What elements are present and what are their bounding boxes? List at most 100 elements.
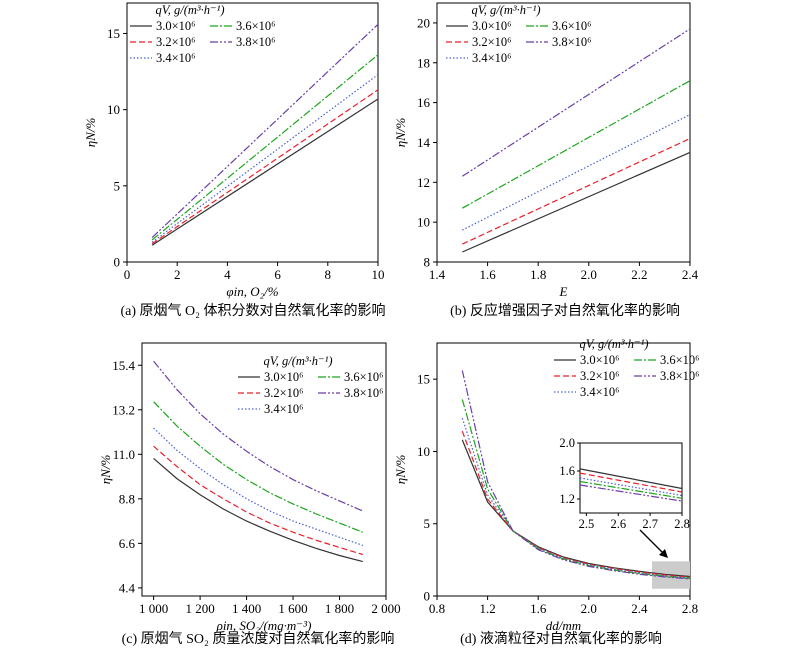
- inset-x-tick-label: 2.6: [610, 517, 626, 531]
- inset-y-tick-label: 1.6: [559, 464, 575, 478]
- y-tick-label-d: 15: [417, 372, 430, 387]
- y-tick-label-b: 14: [417, 135, 431, 150]
- legend-a: qV, g/(m³·h⁻¹) 3.0×10⁶ 3.6×10⁶ 3.2×10⁶ 3.8×1…: [130, 3, 276, 65]
- series-line-a-3.6: [151, 54, 379, 241]
- y-tick-label-a: 10: [107, 102, 120, 117]
- x-tick-label-a: 10: [372, 267, 385, 282]
- inset-d: 2.5 2.6 2.7 2.8 1.2 1.6 2.0: [559, 436, 690, 558]
- x-tick-label-c: 1 000: [139, 601, 168, 616]
- legend-label-d: 3.8×10⁶: [660, 369, 700, 383]
- legend-label-d: 3.2×10⁶: [580, 369, 620, 383]
- caption-d: (d) 液滴粒径对自然氧化率的影响: [460, 630, 662, 647]
- series-line-c-3.8: [153, 360, 364, 512]
- series-line-inset-3.6: [579, 480, 683, 499]
- series-line-a-3.4: [151, 74, 379, 243]
- legend-b: qV, g/(m³·h⁻¹) 3.0×10⁶ 3.6×10⁶ 3.2×10⁶ 3.8×1…: [446, 3, 592, 65]
- series-line-inset-3.2: [579, 472, 683, 493]
- series-line-d-3.0: [461, 439, 691, 578]
- y-axis-label-d: ηN/%: [393, 455, 408, 485]
- series-line-c-3.4: [153, 427, 363, 546]
- y-axis-label-c: ηN/%: [98, 455, 113, 485]
- y-tick-label-d: 0: [424, 589, 431, 604]
- plot-frame-a: [126, 2, 379, 263]
- legend-label-a: 3.4×10⁶: [156, 51, 196, 65]
- x-axis-label-b: E: [559, 284, 568, 299]
- series-line-b-3.0: [462, 151, 691, 253]
- legend-label-b: 3.8×10⁶: [552, 35, 592, 49]
- x-tick-label-b: 1.6: [479, 267, 496, 282]
- legend-label-d: 3.4×10⁶: [580, 385, 620, 399]
- x-tick-label-c: 1 800: [325, 601, 354, 616]
- legend-label-b: 3.0×10⁶: [472, 19, 512, 33]
- legend-title-b: qV, g/(m³·h⁻¹): [471, 3, 540, 17]
- y-tick-label-c: 13.2: [112, 402, 135, 417]
- x-tick-label-b: 2.0: [581, 267, 597, 282]
- legend-label-a: 3.0×10⁶: [156, 19, 196, 33]
- y-tick-label-b: 8: [424, 255, 431, 270]
- legend-label-c: 3.6×10⁶: [344, 370, 384, 384]
- plot-frame-b: [436, 2, 691, 263]
- series-line-b-3.2: [462, 137, 691, 245]
- legend-label-b: 3.4×10⁶: [472, 51, 512, 65]
- x-axis-label-d: dd/mm: [546, 618, 581, 633]
- y-tick-label-a: 0: [114, 255, 121, 270]
- zoom-arrow-head: [659, 549, 668, 558]
- inset-y-tick-label: 1.2: [559, 492, 575, 506]
- panel-d: 0.8 1.2 1.6 2.0 2.4 2.8 0 5 10 15 dd/mm ηN/%: [393, 342, 698, 633]
- inset-x-tick-label: 2.8: [674, 517, 690, 531]
- legend-label-a: 3.6×10⁶: [236, 19, 276, 33]
- plot-frame-d: [436, 342, 691, 597]
- inset-frame-d: [579, 442, 683, 514]
- x-tick-label-a: 8: [325, 267, 332, 282]
- y-tick-label-b: 20: [417, 15, 430, 30]
- x-tick-label-c: 1 400: [232, 601, 261, 616]
- x-tick-label-c: 2 000: [371, 601, 400, 616]
- x-tick-label-d: 0.8: [429, 601, 445, 616]
- series-line-c-3.6: [153, 401, 364, 533]
- series-line-c-3.2: [153, 445, 363, 556]
- legend-title-c: qV, g/(m³·h⁻¹): [263, 354, 332, 368]
- y-tick-label-b: 12: [417, 175, 430, 190]
- y-tick-label-b: 18: [417, 55, 430, 70]
- series-line-inset-3.0: [579, 468, 683, 490]
- x-tick-label-a: 0: [124, 267, 131, 282]
- y-tick-label-c: 15.4: [112, 358, 135, 373]
- y-tick-label-a: 5: [114, 178, 121, 193]
- legend-label-d: 3.0×10⁶: [580, 353, 620, 367]
- x-tick-label-b: 2.4: [682, 267, 699, 282]
- legend-label-c: 3.0×10⁶: [264, 370, 304, 384]
- y-tick-label-c: 8.8: [119, 491, 135, 506]
- x-tick-label-a: 2: [174, 267, 181, 282]
- series-line-d-3.2: [461, 430, 691, 578]
- x-tick-label-a: 6: [274, 267, 281, 282]
- y-tick-label-c: 4.4: [119, 580, 136, 595]
- x-tick-label-d: 1.2: [479, 601, 495, 616]
- y-axis-label-b: ηN/%: [393, 118, 408, 148]
- series-line-a-3.8: [151, 23, 379, 239]
- legend-label-a: 3.2×10⁶: [156, 35, 196, 49]
- legend-label-b: 3.6×10⁶: [552, 19, 592, 33]
- legend-title-d: qV, g/(m³·h⁻¹): [579, 337, 648, 351]
- x-tick-label-d: 2.0: [581, 601, 597, 616]
- x-tick-label-d: 2.4: [631, 601, 648, 616]
- x-tick-label-c: 1 200: [185, 601, 214, 616]
- series-line-a-3.0: [151, 98, 379, 246]
- panel-c: 1 000 1 200 1 400 1 600 1 800 2 000 4.4 6.6 8.8 1…: [98, 342, 401, 633]
- caption-a: (a) 原烟气 O₂ 体积分数对自然氧化率的影响: [120, 302, 385, 319]
- series-line-inset-3.8: [579, 484, 683, 502]
- x-axis-label-c: ρin, SO₂/(mg·m⁻³): [216, 618, 312, 633]
- x-tick-label-b: 1.4: [429, 267, 446, 282]
- x-tick-label-a: 4: [224, 267, 231, 282]
- legend-c: qV, g/(m³·h⁻¹) 3.0×10⁶ 3.6×10⁶ 3.2×10⁶ 3.8×1…: [238, 354, 384, 416]
- y-tick-label-d: 10: [417, 444, 430, 459]
- x-tick-label-b: 2.2: [631, 267, 647, 282]
- legend-label-c: 3.8×10⁶: [344, 386, 384, 400]
- series-line-b-3.6: [462, 80, 691, 209]
- series-line-d-3.6: [461, 399, 691, 579]
- legend-label-c: 3.4×10⁶: [264, 402, 304, 416]
- series-line-d-3.4: [461, 418, 691, 579]
- x-axis-label-a: φin, O₂/%: [226, 284, 278, 299]
- y-tick-label-c: 11.0: [113, 447, 135, 462]
- legend-label-a: 3.8×10⁶: [236, 35, 276, 49]
